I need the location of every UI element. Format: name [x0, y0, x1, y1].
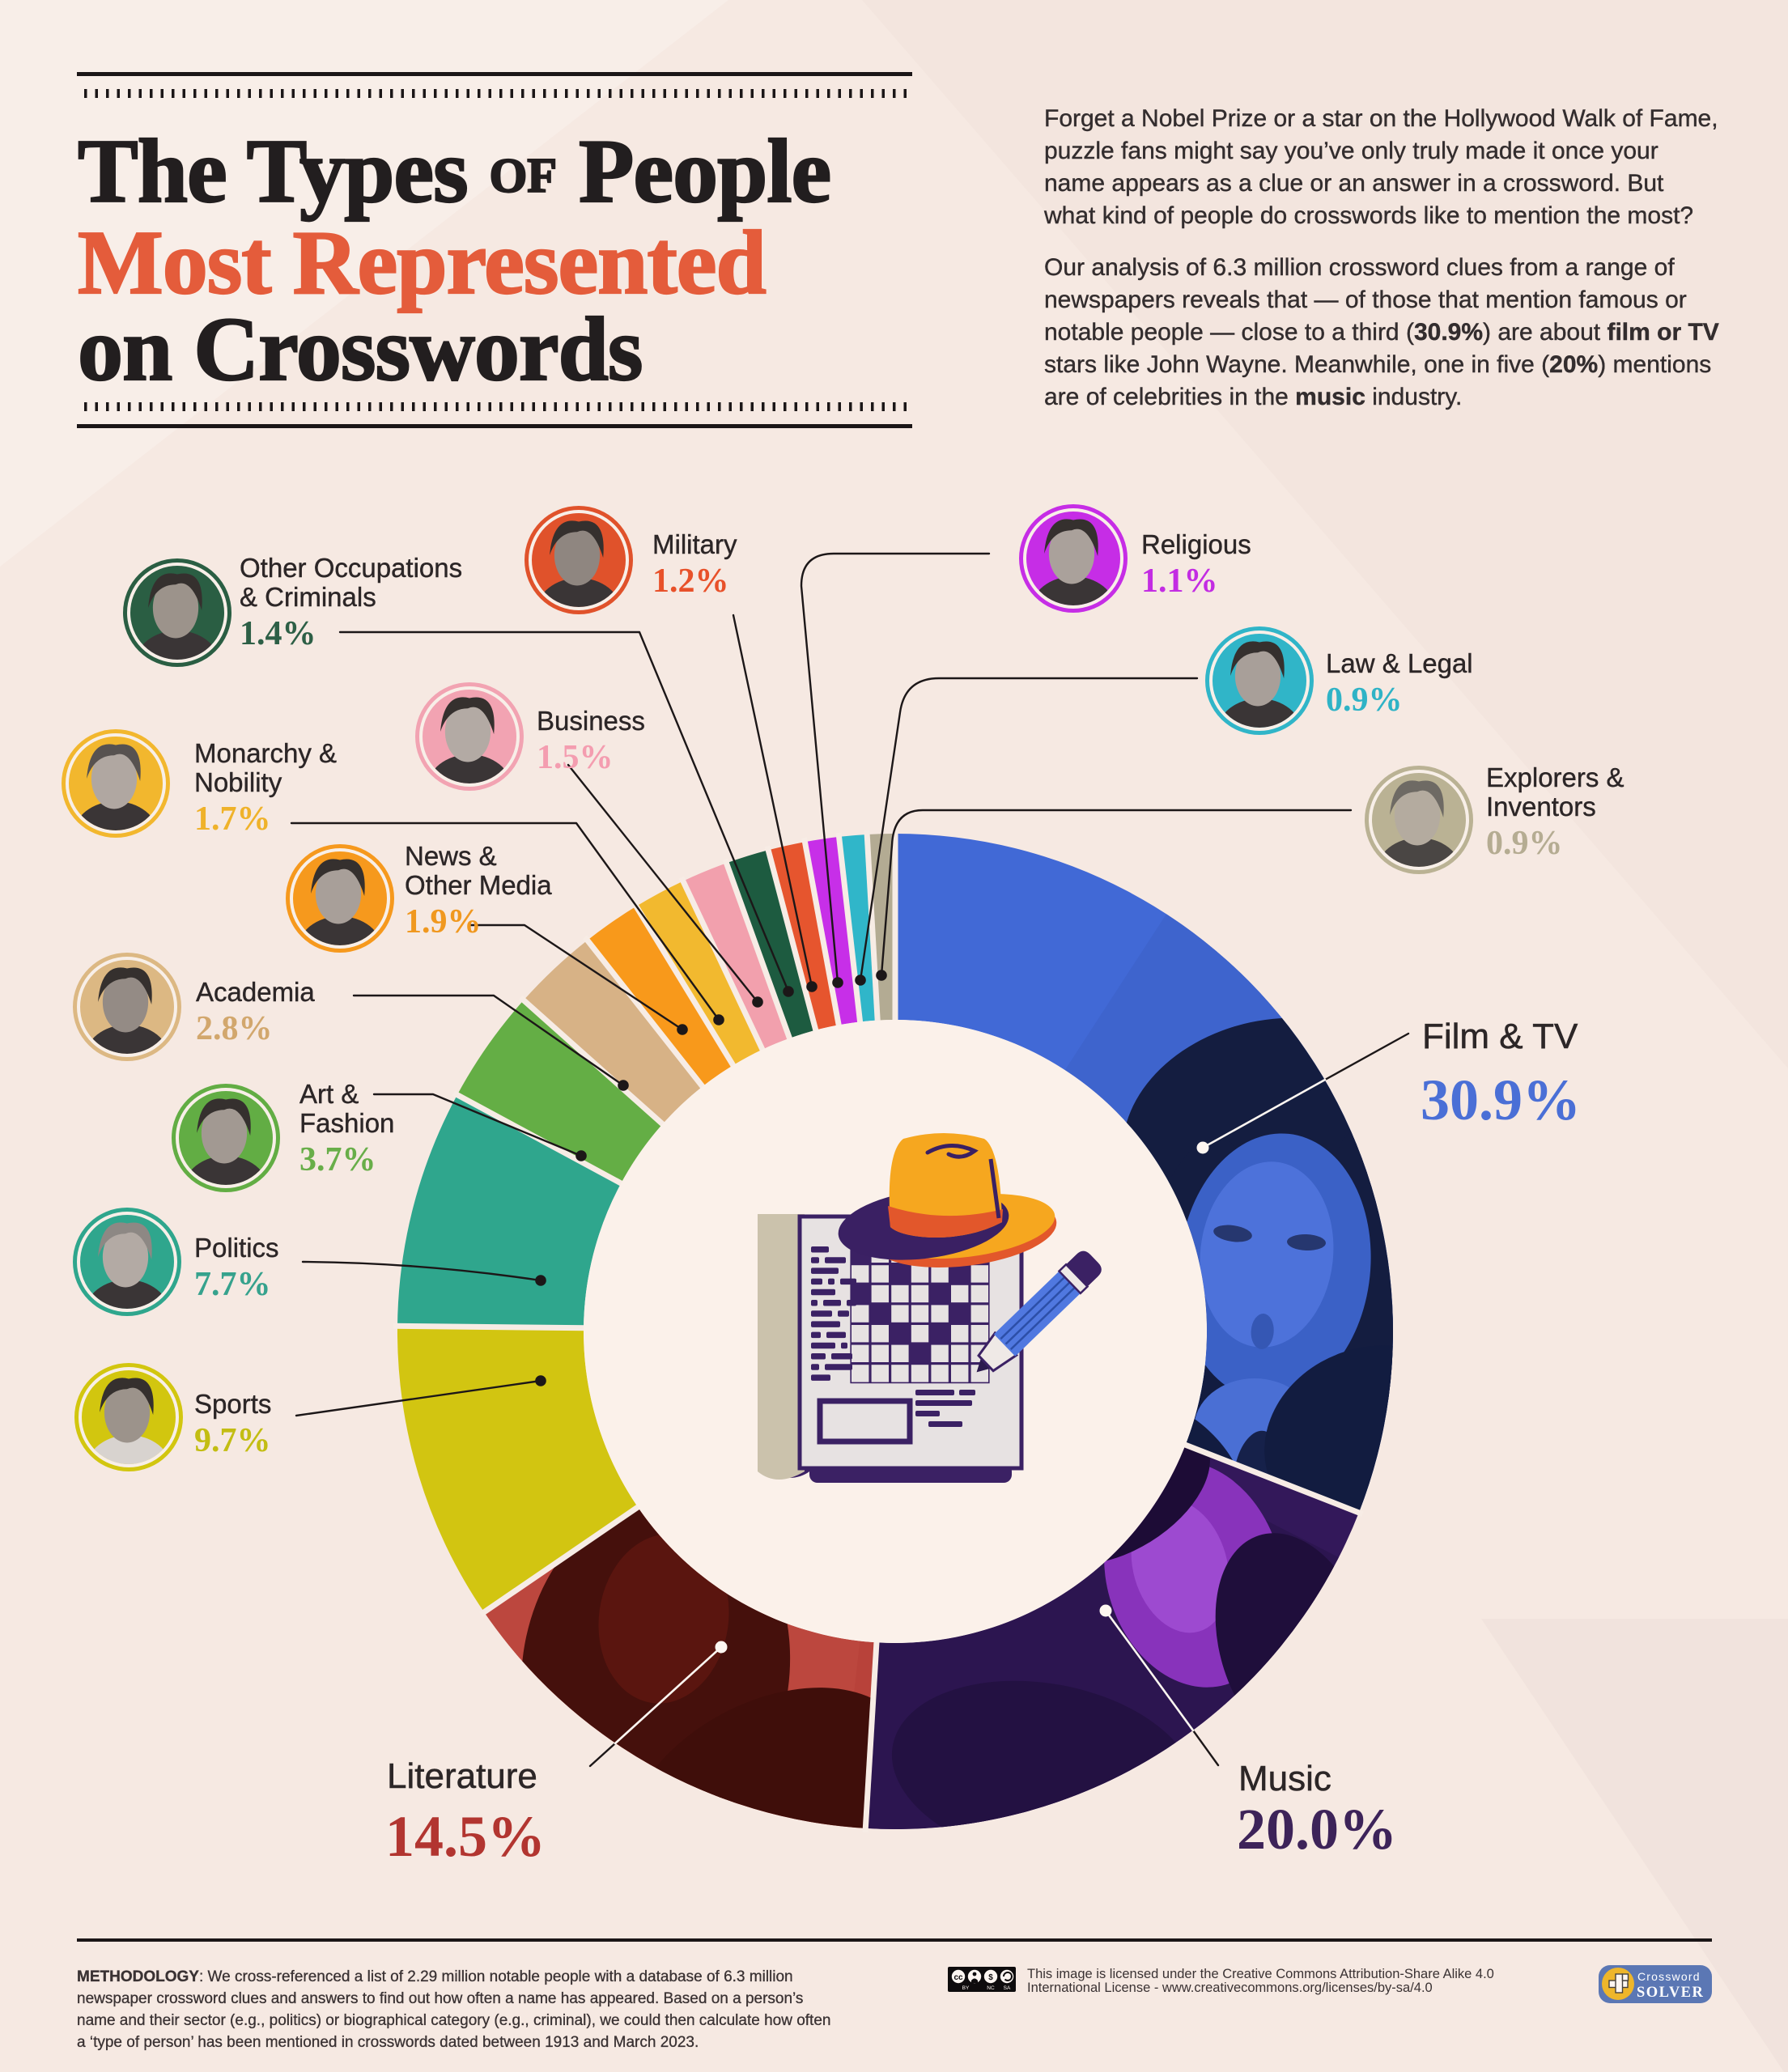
svg-text:NC: NC: [987, 1985, 995, 1991]
svg-text:BY: BY: [962, 1985, 970, 1991]
svg-text:$: $: [988, 1973, 993, 1982]
svg-text:SA: SA: [1004, 1985, 1011, 1991]
svg-text:SOLVER: SOLVER: [1637, 1985, 1704, 2001]
svg-text:Crossword: Crossword: [1637, 1970, 1701, 1983]
svg-text:cc: cc: [953, 1973, 963, 1982]
